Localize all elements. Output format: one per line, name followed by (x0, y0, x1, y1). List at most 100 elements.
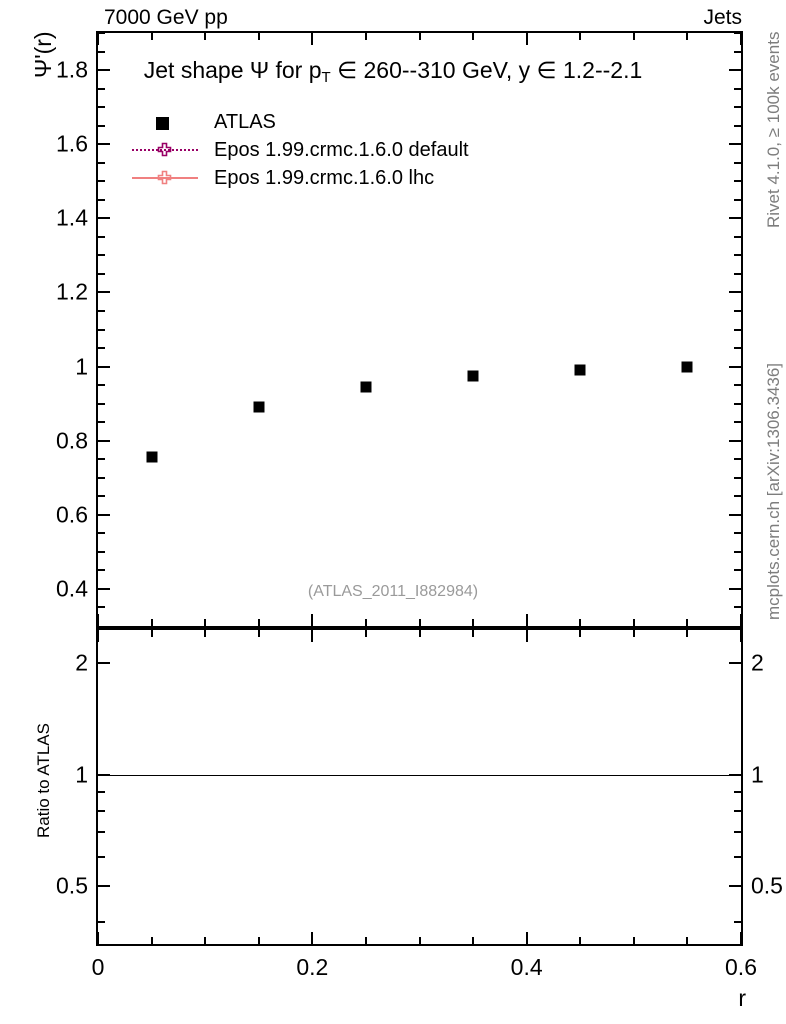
solid-line-icon (132, 177, 198, 179)
ratio-unity-line (98, 774, 741, 776)
y-tick-label: 0.6 (56, 501, 88, 528)
x-axis-tick (364, 630, 367, 637)
x-axis-tick (525, 932, 528, 944)
x-axis-tick (579, 33, 582, 40)
x-axis-tick (257, 619, 260, 626)
x-tick-label: 0.4 (510, 954, 543, 980)
legend-label-epos-lhc: Epos 1.99.crmc.1.6.0 lhc (214, 167, 435, 189)
y-axis-tick (98, 32, 105, 34)
y-axis-tick (98, 143, 110, 146)
ratio-y-tick-label-right: 2 (751, 649, 764, 676)
x-axis-tick (364, 619, 367, 626)
x-axis-tick (418, 619, 421, 626)
legend-label-atlas: ATLAS (214, 111, 276, 133)
x-axis-tick (418, 937, 421, 944)
data-point (360, 381, 372, 393)
ratio-y-axis-tick (98, 856, 105, 859)
plot-title-psi: Ψ (249, 57, 270, 83)
y-axis-tick (98, 458, 105, 461)
data-point (467, 370, 479, 382)
legend-key-atlas (130, 108, 200, 136)
y-axis-tick (98, 309, 105, 312)
x-axis-tick (150, 33, 153, 40)
x-axis-tick (686, 937, 689, 944)
x-axis-tick (472, 619, 475, 626)
x-axis-tick (472, 937, 475, 944)
y-axis-tick (98, 291, 110, 294)
y-axis-tick (98, 198, 105, 201)
y-axis-tick (734, 272, 741, 275)
y-tick-label: 0.8 (56, 427, 88, 454)
y-tick-label: 1.2 (56, 278, 88, 305)
y-axis-tick (98, 124, 105, 127)
y-axis-tick (98, 532, 105, 535)
ratio-y-axis-tick (734, 831, 741, 834)
y-axis-tick (98, 384, 105, 387)
x-axis-tick (740, 33, 742, 45)
y-axis-tick (734, 532, 741, 535)
dotted-line-icon (132, 149, 198, 151)
y-tick-label: 1 (75, 353, 88, 380)
y-axis-tick (98, 50, 105, 53)
y-tick-label: 1.4 (56, 204, 88, 231)
ratio-plot-panel (96, 628, 743, 946)
y-axis-tick (98, 254, 105, 257)
x-axis-tick (97, 33, 99, 45)
legend-key-epos-lhc (130, 164, 200, 192)
y-axis-tick (729, 69, 741, 72)
x-axis-tick (740, 932, 742, 944)
data-point (253, 401, 265, 413)
x-axis-tick (418, 630, 421, 637)
x-axis-tick (579, 937, 582, 944)
y-axis-tick (98, 495, 105, 498)
y-axis-tick (98, 180, 105, 183)
y-axis-tick (98, 402, 105, 405)
y-axis-tick (98, 347, 105, 350)
x-axis-title: r (738, 985, 746, 1011)
y-axis-tick (734, 198, 741, 201)
y-axis-tick (729, 439, 741, 442)
y-axis-tick (729, 291, 741, 294)
x-axis-tick (632, 630, 635, 637)
ratio-y-axis-tick (98, 831, 105, 834)
x-axis-tick (525, 630, 528, 642)
ratio-y-tick-label: 2 (75, 649, 88, 676)
x-axis-tick (257, 630, 260, 637)
ratio-y-axis-tick (98, 921, 105, 924)
y-axis-tick (734, 87, 741, 90)
y-axis-tick (729, 513, 741, 516)
legend-entry-epos-default: Epos 1.99.crmc.1.6.0 default (130, 136, 470, 164)
y-axis-tick (98, 569, 105, 572)
y-axis-tick (734, 124, 741, 127)
x-axis-tick (311, 614, 314, 626)
x-axis-tick (150, 619, 153, 626)
y-axis-tick (734, 161, 741, 164)
x-axis-tick (740, 614, 742, 626)
y-tick-label: 1.8 (56, 56, 88, 83)
ratio-y-axis-tick (734, 809, 741, 812)
y-axis-tick (98, 587, 110, 590)
x-tick-label: 0 (91, 954, 105, 980)
y-axis-tick (98, 550, 105, 553)
ratio-y-tick-label-right: 0.5 (751, 872, 783, 899)
ratio-y-axis-tick (734, 790, 741, 793)
x-axis-tick (204, 33, 207, 40)
x-axis-tick (579, 630, 582, 637)
x-axis-tick (150, 937, 153, 944)
y-axis-tick (734, 421, 741, 424)
x-axis-tick (257, 33, 260, 40)
ratio-y-axis-tick (734, 856, 741, 859)
y-axis-tick (734, 458, 741, 461)
x-axis-tick (418, 33, 421, 40)
x-axis-tick (97, 932, 99, 944)
x-axis-tick (686, 619, 689, 626)
legend-entry-atlas: ATLAS (130, 108, 470, 136)
ratio-y-axis-tick (729, 773, 741, 776)
legend-entry-epos-lhc: Epos 1.99.crmc.1.6.0 lhc (130, 164, 470, 192)
x-axis-tick (311, 932, 314, 944)
y-axis-tick (734, 384, 741, 387)
y-axis-tick (98, 69, 110, 72)
y-axis-tick (734, 309, 741, 312)
x-tick-label: 0.2 (296, 954, 329, 980)
y-axis-tick (734, 106, 741, 109)
